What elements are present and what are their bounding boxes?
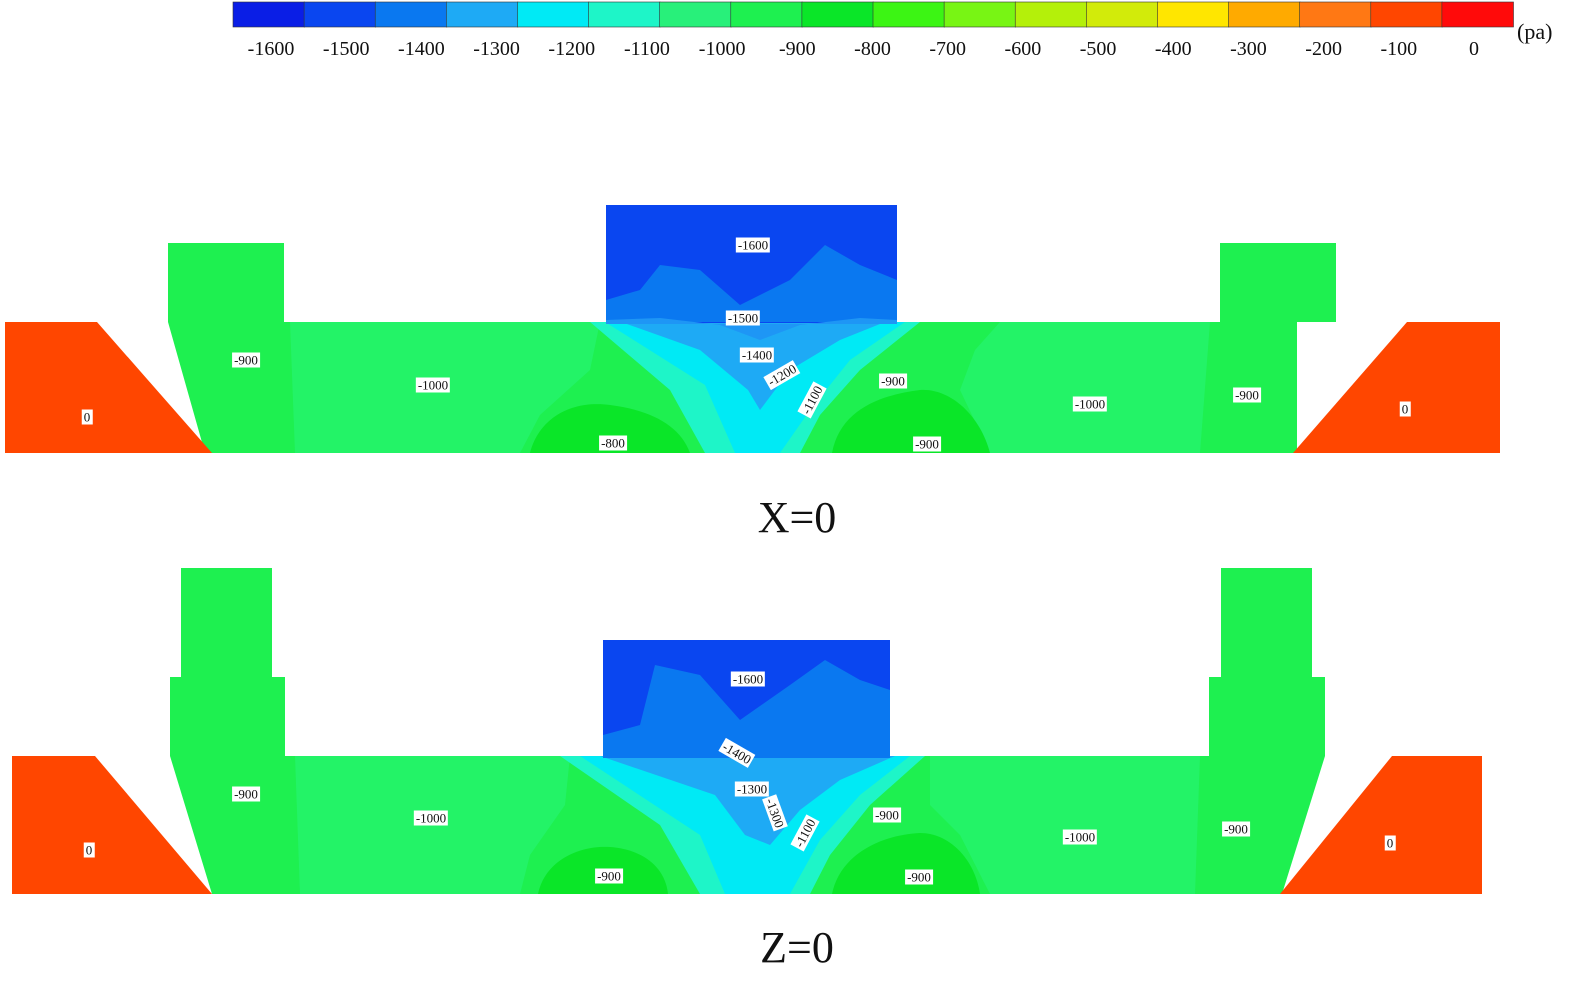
- colorbar-swatch: [1014, 1, 1088, 28]
- contour-panel-x0: -1600 -1500 -1400 -1200 -1100 -900 -1000…: [0, 200, 1594, 460]
- colorbar-tick-label: -700: [929, 38, 966, 60]
- colorbar-tick-label: -100: [1380, 38, 1417, 60]
- colorbar-swatches: [232, 1, 1514, 28]
- colorbar-tick-label: -1000: [699, 38, 746, 60]
- contour-label: -900: [232, 786, 260, 802]
- contour-label: -900: [873, 807, 901, 823]
- colorbar-tick-label: -400: [1155, 38, 1192, 60]
- contour-plot-z0: [12, 568, 1482, 894]
- contour-label: -1600: [730, 671, 766, 687]
- colorbar-tick-label: -1500: [323, 38, 370, 60]
- colorbar-swatch: [446, 1, 519, 28]
- colorbar-swatch: [1441, 1, 1514, 28]
- colorbar-swatch: [659, 1, 732, 28]
- contour-region-900-right-z0: [832, 833, 980, 894]
- contour-region-1300-x0: [610, 318, 895, 410]
- colorbar-tick-label: -1600: [248, 38, 295, 60]
- colorbar-swatch: [730, 1, 803, 28]
- colorbar-swatch: [588, 1, 661, 28]
- colorbar-tick-label: -900: [779, 38, 816, 60]
- contour-region-1500-x0: [606, 245, 897, 322]
- colorbar-unit: (pa): [1517, 19, 1552, 44]
- colorbar-tick-label: -800: [854, 38, 891, 60]
- colorbar-tick-label: -1400: [398, 38, 445, 60]
- contour-region-1400-x0: [606, 318, 897, 340]
- contour-label: -900: [1222, 821, 1250, 837]
- contour-region-1000-right-x0: [960, 322, 1210, 453]
- contour-label: -900: [1233, 387, 1261, 403]
- contour-label: -1000: [1062, 829, 1098, 845]
- contour-label: -900: [232, 352, 260, 368]
- contour-label: -1000: [415, 377, 451, 393]
- pressure-colorbar: -1600 -1500 -1400 -1300 -1200 -1100 -1000 -900-…: [232, 1, 1552, 60]
- contour-region-0-right-z0: [1280, 756, 1482, 894]
- contour-plot-x0: [5, 205, 1500, 453]
- colorbar-swatch: [1299, 1, 1372, 28]
- colorbar-swatch: [872, 1, 945, 28]
- colorbar-swatch: [374, 1, 448, 28]
- contour-label: -1500: [725, 310, 761, 326]
- caption-x0: X=0: [757, 493, 837, 542]
- contour-label: -1000: [1072, 396, 1108, 412]
- contour-label: -1300: [734, 781, 770, 797]
- contour-region-0-left-z0: [12, 756, 212, 894]
- colorbar-tick-label: 0: [1469, 38, 1479, 60]
- contour-region-900-bump-x0: [832, 389, 990, 453]
- contour-label: -900: [879, 373, 907, 389]
- colorbar-tick-label: -500: [1080, 38, 1117, 60]
- contour-label: -1400: [739, 347, 775, 363]
- contour-label: -800: [599, 435, 627, 451]
- contour-region-0-left-x0: [5, 322, 212, 453]
- colorbar-tick-label: -200: [1305, 38, 1342, 60]
- contour-region-1000-right-z0: [930, 756, 1200, 894]
- colorbar-swatch: [943, 1, 1017, 28]
- colorbar-tick-labels: -1600 -1500 -1400 -1300 -1200 -1100 -1000 -900-…: [248, 38, 1479, 60]
- contour-label: -900: [905, 869, 933, 885]
- contour-label: -1600: [735, 237, 771, 253]
- contour-region-800-x0: [530, 404, 690, 453]
- colorbar-swatch: [303, 1, 377, 28]
- contour-label: -900: [913, 436, 941, 452]
- colorbar-swatch: [1086, 1, 1159, 28]
- colorbar-swatch: [517, 1, 590, 28]
- contour-region-0-right-x0: [1293, 322, 1500, 453]
- colorbar-tick-label: -1100: [624, 38, 670, 60]
- contour-label: 0: [83, 842, 95, 858]
- colorbar-swatch: [801, 1, 874, 28]
- colorbar-swatch: [1228, 1, 1301, 28]
- contour-panel-z0: -1600 -1400 -1300 -1300 -1100 -900 -1000…: [0, 565, 1594, 905]
- contour-label: -900: [595, 868, 623, 884]
- colorbar-swatch: [1157, 1, 1230, 28]
- colorbar-swatch: [1370, 1, 1443, 28]
- colorbar-tick-label: -600: [1005, 38, 1042, 60]
- contour-region-1300-z0: [600, 756, 895, 845]
- contour-label: 0: [81, 409, 93, 425]
- colorbar-tick-label: -1300: [473, 38, 520, 60]
- contour-label: 0: [1399, 401, 1411, 417]
- colorbar-swatch: [232, 1, 305, 28]
- contour-label: 0: [1384, 835, 1396, 851]
- caption-z0: Z=0: [760, 923, 834, 972]
- contour-label: -1000: [413, 810, 449, 826]
- colorbar-tick-label: -300: [1230, 38, 1267, 60]
- colorbar-tick-label: -1200: [548, 38, 595, 60]
- contour-region-1400-z0: [603, 660, 890, 758]
